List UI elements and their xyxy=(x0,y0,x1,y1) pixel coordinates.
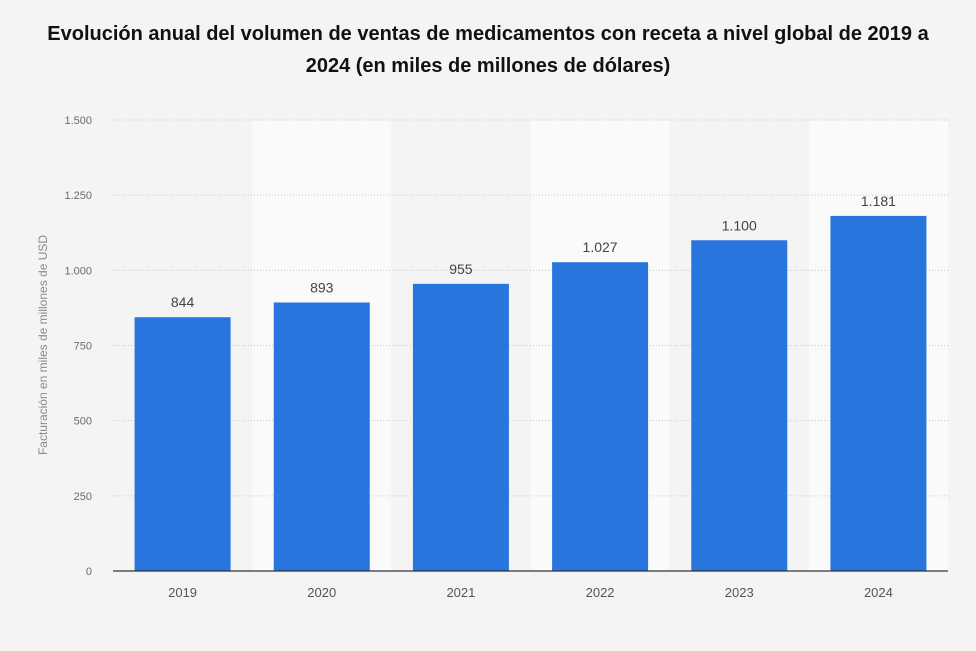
bar-2022 xyxy=(552,262,649,571)
y-tick-label: 0 xyxy=(86,566,92,578)
y-tick-label: 1.250 xyxy=(64,190,92,202)
x-tick-label-2023: 2023 xyxy=(725,585,754,600)
chart-title: Evolución anual del volumen de ventas de… xyxy=(47,23,929,77)
x-tick-label-2024: 2024 xyxy=(864,585,893,600)
x-tick-label-2019: 2019 xyxy=(168,585,197,600)
bar-2023 xyxy=(691,240,788,571)
y-tick-label: 250 xyxy=(74,491,92,503)
y-tick-label: 500 xyxy=(74,416,92,428)
data-label-2019: 844 xyxy=(171,294,195,310)
bar-2020 xyxy=(273,302,370,571)
y-tick-label: 750 xyxy=(74,341,92,353)
y-tick-label: 1.000 xyxy=(64,265,92,277)
data-label-2022: 1.027 xyxy=(583,239,618,255)
data-label-2024: 1.181 xyxy=(861,193,896,209)
bar-2019 xyxy=(134,317,231,571)
x-tick-label-2020: 2020 xyxy=(307,585,336,600)
y-tick-label: 1.500 xyxy=(64,115,92,127)
data-label-2020: 893 xyxy=(310,280,334,296)
data-label-2021: 955 xyxy=(449,261,473,277)
data-label-2023: 1.100 xyxy=(722,217,757,233)
bar-2024 xyxy=(830,215,927,572)
x-tick-label-2021: 2021 xyxy=(446,585,475,600)
bar-2021 xyxy=(412,283,509,571)
x-tick-label-2022: 2022 xyxy=(586,585,615,600)
